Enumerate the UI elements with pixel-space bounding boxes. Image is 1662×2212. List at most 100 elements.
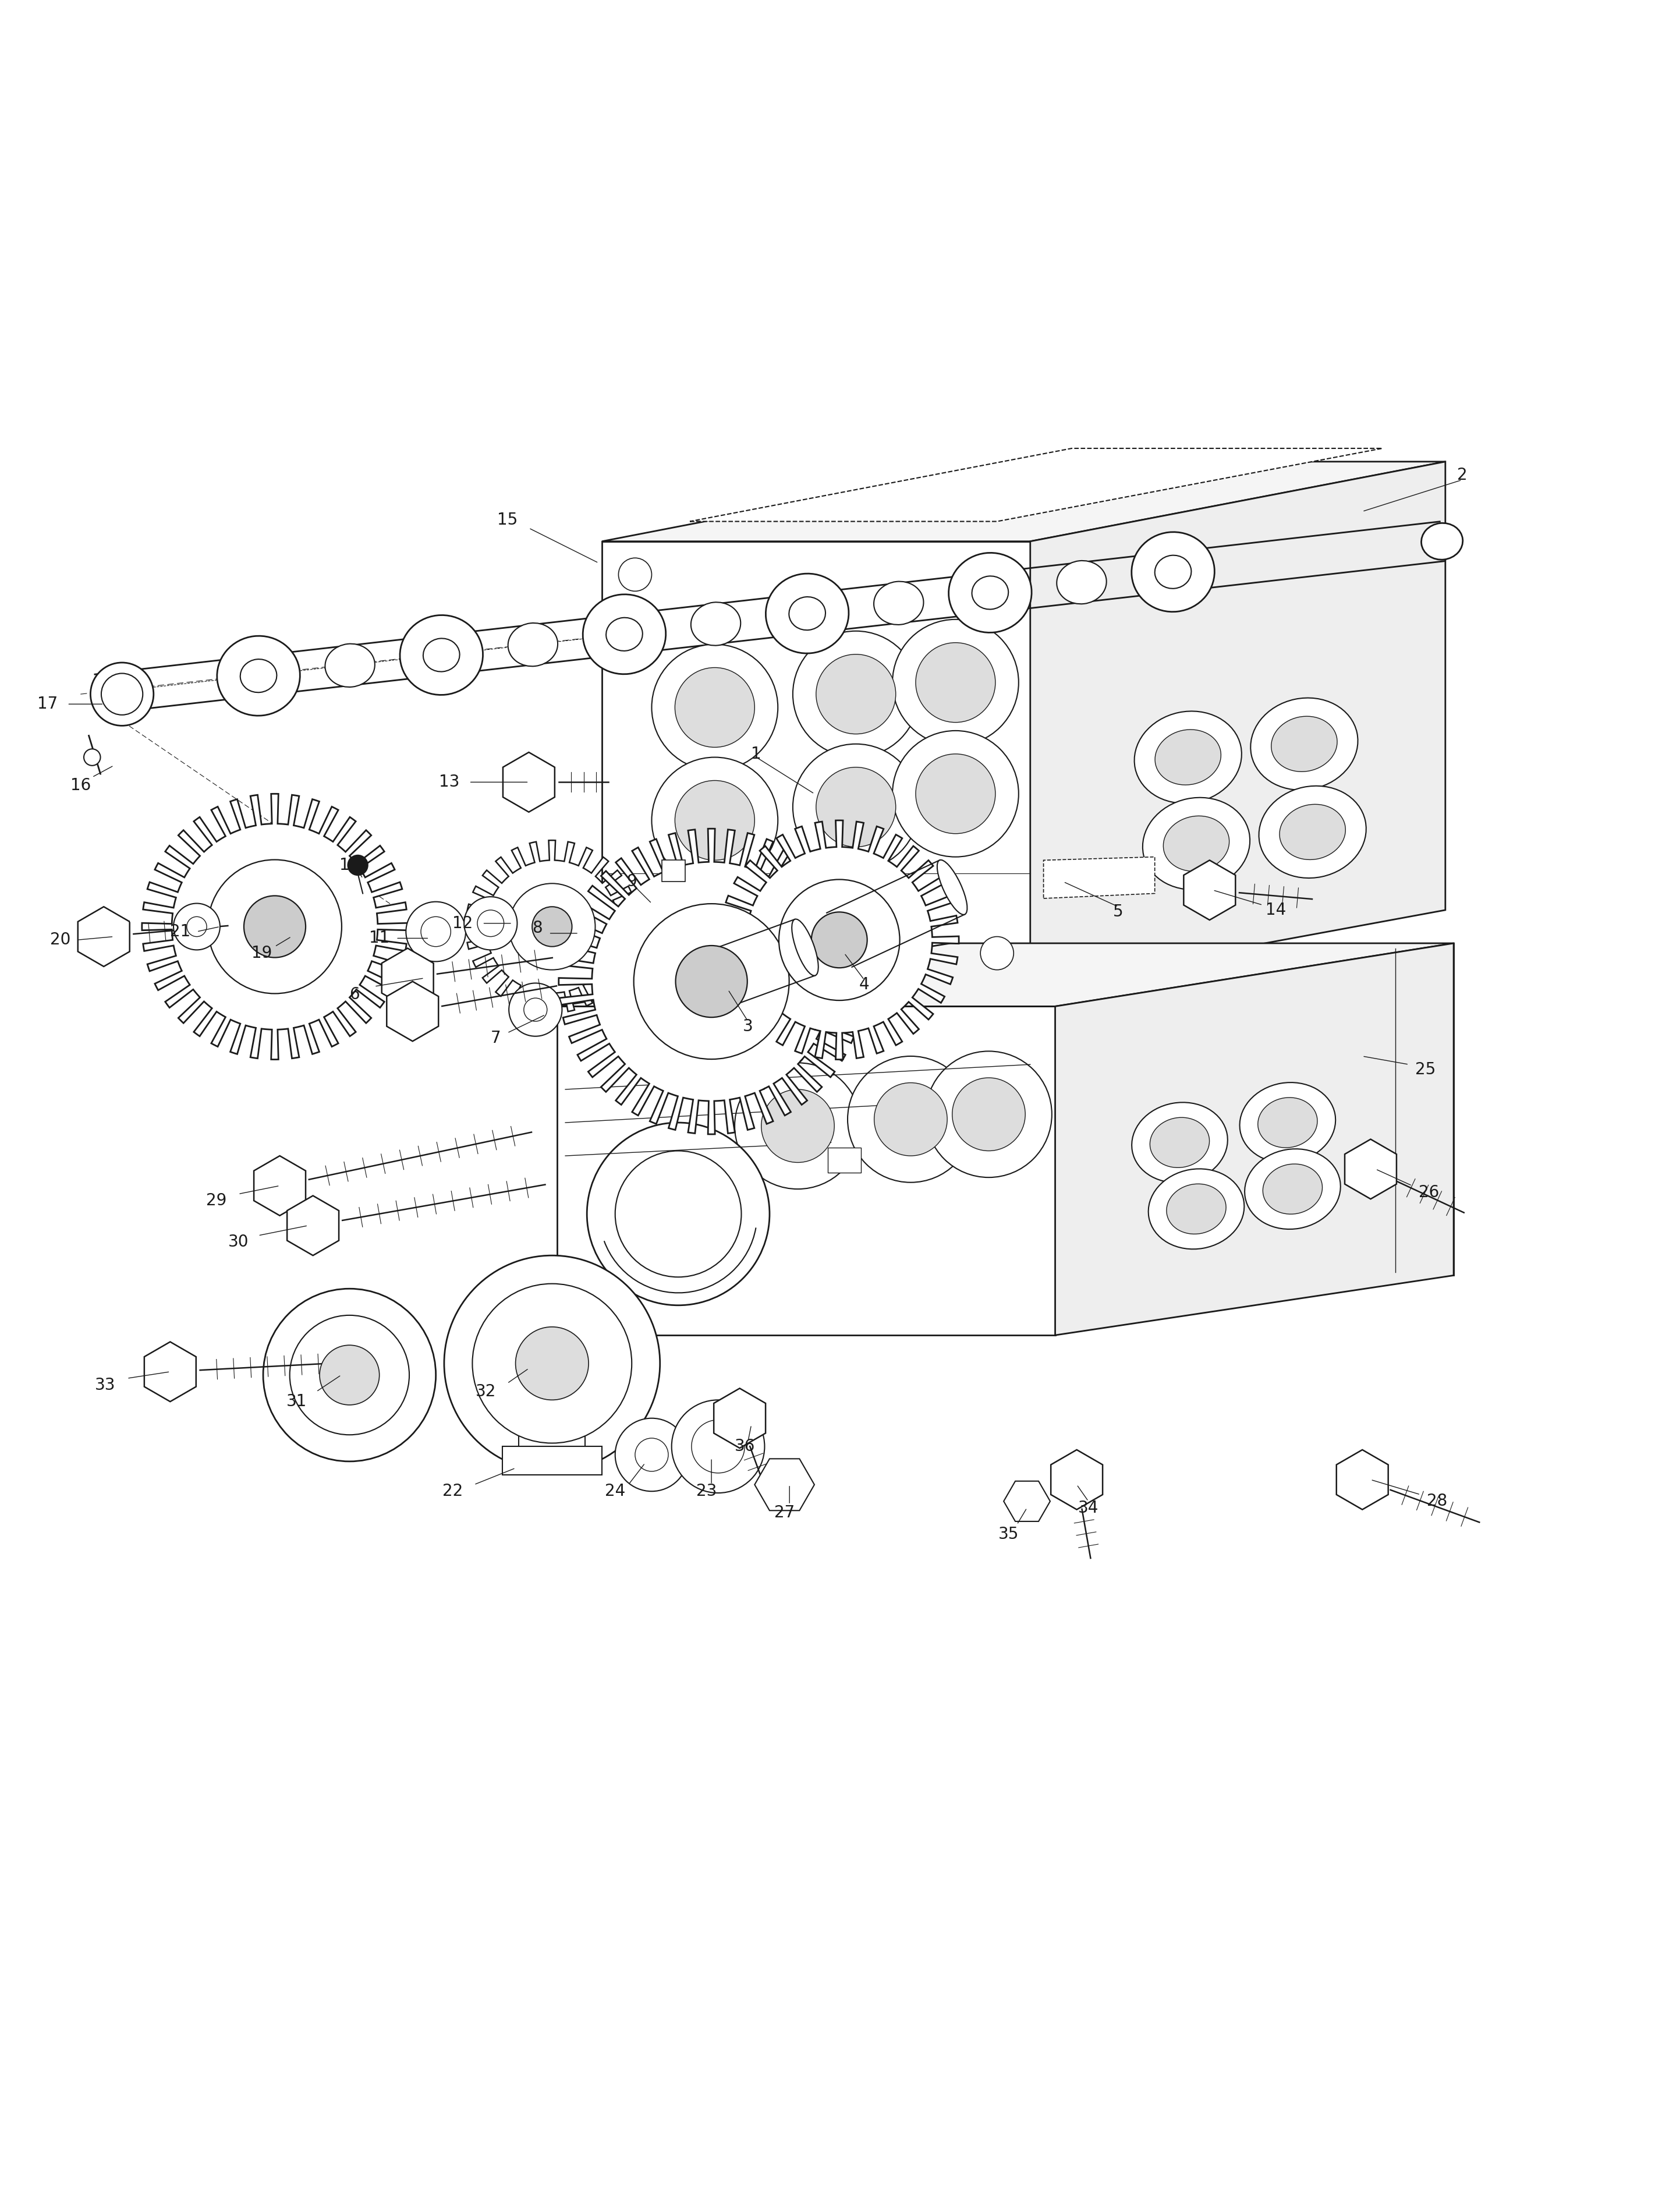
Circle shape — [811, 911, 868, 969]
Circle shape — [444, 1256, 660, 1471]
Text: 23: 23 — [696, 1482, 716, 1500]
Circle shape — [671, 1400, 765, 1493]
Text: 30: 30 — [228, 1234, 249, 1250]
Circle shape — [420, 916, 450, 947]
Polygon shape — [720, 821, 959, 1060]
Circle shape — [524, 998, 547, 1022]
Circle shape — [916, 754, 996, 834]
Polygon shape — [661, 860, 685, 883]
Polygon shape — [602, 462, 1446, 542]
Ellipse shape — [691, 602, 741, 646]
Ellipse shape — [766, 573, 849, 653]
Text: 13: 13 — [439, 774, 459, 790]
Circle shape — [793, 630, 919, 757]
Circle shape — [615, 1418, 688, 1491]
Ellipse shape — [972, 575, 1009, 608]
Ellipse shape — [791, 920, 818, 975]
Circle shape — [477, 909, 504, 936]
Ellipse shape — [1155, 555, 1192, 588]
Circle shape — [848, 1055, 974, 1183]
Ellipse shape — [607, 617, 643, 650]
Text: 12: 12 — [452, 916, 472, 931]
Ellipse shape — [583, 595, 666, 675]
Polygon shape — [145, 1343, 196, 1402]
Circle shape — [406, 902, 465, 962]
Polygon shape — [504, 752, 555, 812]
Polygon shape — [558, 830, 864, 1135]
Circle shape — [186, 916, 206, 936]
Text: 20: 20 — [50, 931, 71, 949]
Text: 21: 21 — [170, 922, 191, 940]
Circle shape — [874, 1082, 947, 1157]
Ellipse shape — [1280, 805, 1346, 860]
Text: 28: 28 — [1426, 1493, 1448, 1509]
Circle shape — [892, 730, 1019, 856]
Circle shape — [892, 619, 1019, 745]
Circle shape — [515, 1327, 588, 1400]
Polygon shape — [1336, 1449, 1388, 1509]
Ellipse shape — [1163, 816, 1230, 872]
Ellipse shape — [1421, 522, 1463, 560]
Polygon shape — [1044, 856, 1155, 898]
Circle shape — [691, 1420, 745, 1473]
Polygon shape — [1030, 462, 1446, 987]
Text: 34: 34 — [1079, 1500, 1099, 1515]
Text: 31: 31 — [286, 1394, 307, 1409]
Text: 35: 35 — [999, 1526, 1019, 1542]
Text: 15: 15 — [497, 511, 517, 529]
Ellipse shape — [509, 624, 558, 666]
Text: 9: 9 — [627, 874, 637, 889]
Circle shape — [981, 936, 1014, 969]
Ellipse shape — [218, 635, 299, 717]
Circle shape — [509, 982, 562, 1035]
Circle shape — [464, 896, 517, 949]
Circle shape — [816, 655, 896, 734]
Ellipse shape — [874, 582, 924, 624]
Ellipse shape — [424, 639, 460, 672]
Polygon shape — [1004, 1482, 1050, 1522]
Polygon shape — [288, 1197, 339, 1256]
Circle shape — [244, 896, 306, 958]
Text: 27: 27 — [774, 1504, 794, 1522]
Text: 16: 16 — [70, 776, 91, 794]
Circle shape — [981, 557, 1014, 591]
Ellipse shape — [1132, 1102, 1228, 1183]
Circle shape — [173, 902, 219, 949]
Ellipse shape — [1240, 1082, 1336, 1164]
Ellipse shape — [241, 659, 278, 692]
Text: 17: 17 — [37, 697, 58, 712]
Circle shape — [532, 907, 572, 947]
Circle shape — [319, 1345, 379, 1405]
Circle shape — [618, 936, 652, 969]
Ellipse shape — [1057, 560, 1107, 604]
Text: 33: 33 — [95, 1376, 116, 1394]
Polygon shape — [387, 982, 439, 1042]
Polygon shape — [141, 794, 407, 1060]
Polygon shape — [755, 1458, 814, 1511]
Text: 3: 3 — [743, 1018, 753, 1035]
Text: 11: 11 — [369, 929, 389, 947]
Text: 22: 22 — [442, 1482, 462, 1500]
Text: 7: 7 — [490, 1031, 500, 1046]
Ellipse shape — [1250, 699, 1358, 790]
Text: 26: 26 — [1418, 1183, 1439, 1201]
Circle shape — [615, 1150, 741, 1276]
Polygon shape — [557, 942, 1454, 1006]
Circle shape — [675, 945, 748, 1018]
Text: 36: 36 — [735, 1438, 755, 1455]
Circle shape — [652, 644, 778, 770]
Ellipse shape — [1150, 1117, 1210, 1168]
Polygon shape — [465, 841, 638, 1013]
Text: 18: 18 — [339, 856, 359, 874]
Polygon shape — [78, 907, 130, 967]
Text: 19: 19 — [251, 945, 273, 962]
Text: 2: 2 — [1458, 467, 1468, 482]
Text: 6: 6 — [349, 987, 359, 1002]
Polygon shape — [502, 1447, 602, 1475]
Ellipse shape — [949, 553, 1032, 633]
Text: 29: 29 — [206, 1192, 228, 1208]
Text: 5: 5 — [1114, 902, 1124, 920]
Ellipse shape — [1245, 1148, 1341, 1230]
Text: 32: 32 — [475, 1382, 495, 1400]
Polygon shape — [1345, 1139, 1396, 1199]
